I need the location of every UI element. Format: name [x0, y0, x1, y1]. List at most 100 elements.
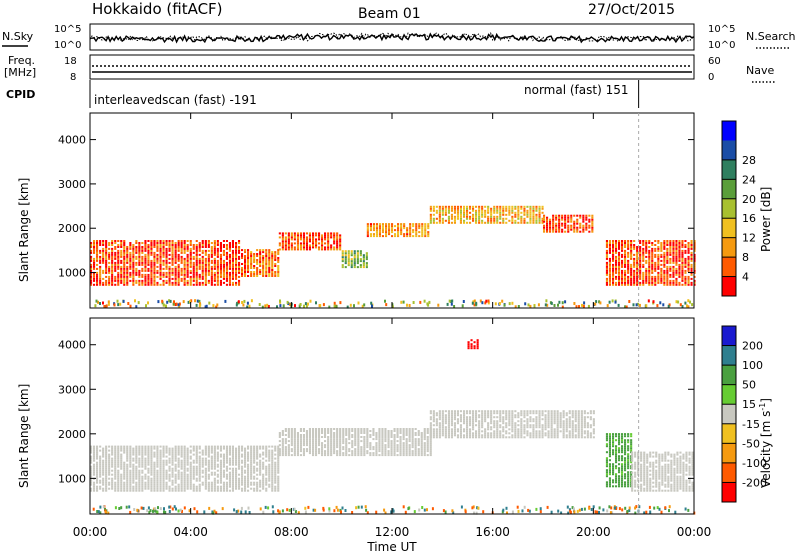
power-clutter-cell — [119, 303, 121, 306]
velocity-cell — [303, 430, 305, 432]
power-cell — [663, 262, 665, 264]
power-cell — [262, 263, 264, 265]
power-cell — [535, 218, 537, 220]
power-cell — [306, 238, 308, 240]
velocity-cell — [406, 440, 408, 442]
velocity-cell — [114, 448, 116, 450]
power-cell — [265, 263, 267, 265]
power-cell — [691, 256, 693, 258]
velocity-cell — [108, 472, 110, 474]
power-cell — [297, 234, 299, 236]
velocity-cell — [184, 456, 186, 458]
power-cell — [609, 264, 611, 266]
power-cell — [648, 242, 650, 244]
power-cell — [153, 282, 155, 284]
power-cell — [108, 272, 110, 274]
power-cell — [406, 227, 408, 229]
velocity-cell — [265, 456, 267, 458]
velocity-cell — [268, 446, 270, 448]
power-cell — [678, 248, 680, 250]
power-cell — [639, 270, 641, 272]
power-cell — [99, 250, 101, 252]
velocity-cell — [129, 454, 131, 456]
power-cell — [463, 212, 465, 214]
power-cell — [615, 270, 617, 272]
velocity-cell — [484, 414, 486, 416]
velocity-cell — [205, 462, 207, 464]
power-cell — [463, 214, 465, 216]
power-cell — [678, 276, 680, 278]
velocity-cell — [466, 412, 468, 414]
power-cell — [178, 276, 180, 278]
velocity-cell — [138, 460, 140, 462]
velocity-cell — [244, 472, 246, 474]
velocity-cell — [424, 450, 426, 452]
power-cell — [666, 240, 668, 242]
power-cell — [163, 284, 165, 286]
velocity-cell — [196, 472, 198, 474]
power-cell — [688, 260, 690, 262]
power-cell — [627, 264, 629, 266]
power-cell — [208, 274, 210, 276]
velocity-cell — [126, 458, 128, 460]
velocity-cell — [259, 480, 261, 482]
velocity-cell — [508, 412, 510, 414]
velocity-cell — [291, 438, 293, 440]
velocity-cell — [184, 460, 186, 462]
velocity-cell — [226, 476, 228, 478]
power-cell — [472, 210, 474, 212]
power-cell — [181, 262, 183, 264]
power-cell — [235, 264, 237, 266]
velocity-cell — [175, 464, 177, 466]
power-cell — [663, 278, 665, 280]
velocity-cell — [202, 462, 204, 464]
power-cell — [190, 276, 192, 278]
velocity-cell — [274, 482, 276, 484]
velocity-cell — [430, 432, 432, 434]
power-cell — [99, 278, 101, 280]
power-cell — [354, 250, 356, 252]
velocity-cell — [235, 454, 237, 456]
velocity-cell — [111, 448, 113, 450]
power-cell — [672, 262, 674, 264]
velocity-cell — [117, 464, 119, 466]
power-cell — [271, 267, 273, 269]
velocity-cell — [436, 428, 438, 430]
power-cell — [511, 208, 513, 210]
power-cell — [666, 250, 668, 252]
velocity-cell — [153, 476, 155, 478]
velocity-cell — [381, 434, 383, 436]
power-cell — [147, 262, 149, 264]
power-cell — [370, 235, 372, 237]
velocity-cell — [487, 414, 489, 416]
power-cell — [303, 242, 305, 244]
power-cell — [448, 206, 450, 208]
velocity-cell — [223, 460, 225, 462]
velocity-cell — [99, 480, 101, 482]
power-cell — [624, 240, 626, 242]
velocity-cell — [345, 444, 347, 446]
power-cell — [508, 210, 510, 212]
velocity-cell — [354, 430, 356, 432]
power-cell — [120, 268, 122, 270]
velocity-cell — [493, 410, 495, 412]
velocity-cell — [141, 486, 143, 488]
velocity-cell — [229, 464, 231, 466]
velocity-cell — [463, 436, 465, 438]
velocity-cell — [166, 460, 168, 462]
velocity-cell — [274, 488, 276, 490]
velocity-cell — [144, 450, 146, 452]
power-cell — [253, 261, 255, 263]
power-cell — [360, 250, 362, 252]
velocity-cell — [135, 446, 137, 448]
velocity-cell — [466, 432, 468, 434]
power-cell — [445, 210, 447, 212]
power-cell — [93, 262, 95, 264]
power-cell — [666, 260, 668, 262]
velocity-cell — [378, 440, 380, 442]
velocity-cell — [294, 430, 296, 432]
power-cell — [354, 256, 356, 258]
velocity-cell — [378, 442, 380, 444]
power-cell — [223, 278, 225, 280]
power-cell — [324, 238, 326, 240]
